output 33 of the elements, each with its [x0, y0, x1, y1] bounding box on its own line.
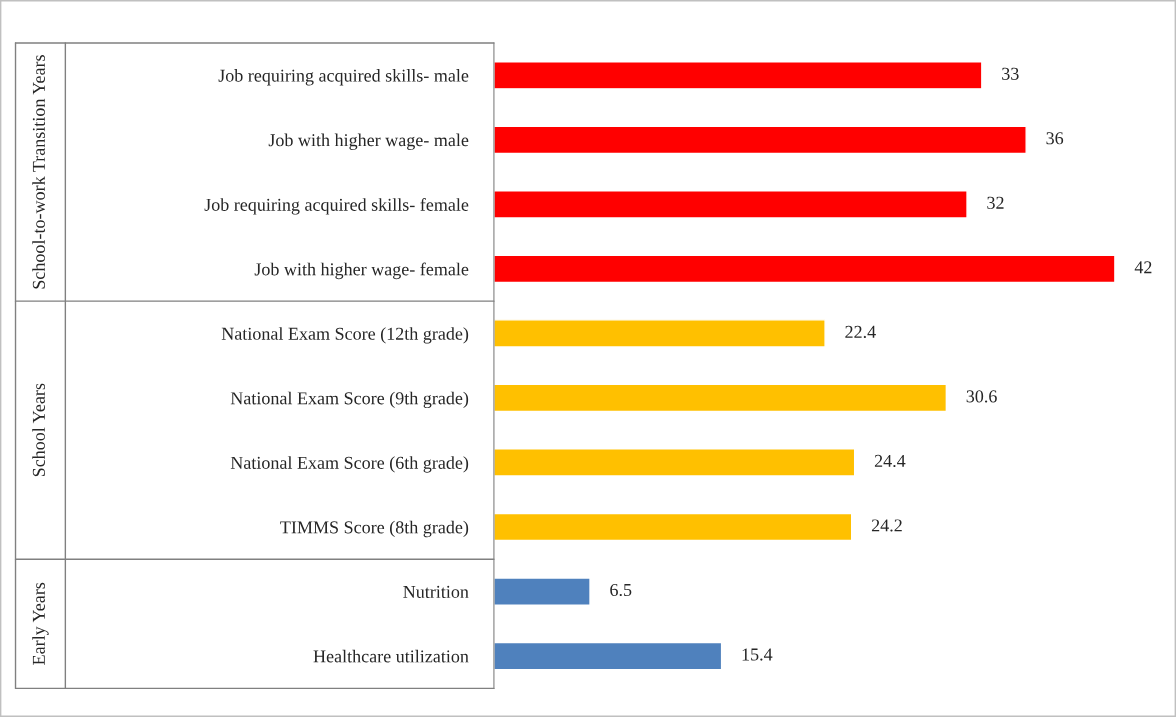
data-label: 36	[1046, 132, 1064, 145]
y-tick-label: National Exam Score (12th grade)	[221, 327, 469, 344]
data-label: 15.4	[742, 648, 773, 661]
y-tick-label: Job requiring acquired skills- male	[218, 69, 469, 86]
y-tick-label: National Exam Score (6th grade)	[230, 456, 469, 473]
bar	[493, 512, 853, 542]
y-tick-label: TIMMS Score (8th grade)	[280, 520, 469, 538]
y-tick-label: Nutrition	[403, 585, 469, 598]
bar	[493, 448, 856, 477]
bar	[493, 190, 968, 219]
bar	[493, 254, 1116, 284]
bar	[493, 577, 591, 606]
text: School Years	[32, 383, 45, 477]
data-label: 42	[1134, 261, 1152, 274]
data-label: 6.5	[610, 583, 632, 597]
y-tick-label: Job requiring acquired skills- female	[204, 197, 469, 215]
bar	[493, 383, 948, 413]
data-label: 32	[987, 196, 1004, 209]
y-tick-label: Healthcare utilization	[313, 649, 469, 663]
bar	[493, 641, 723, 671]
text: Early Years	[32, 582, 49, 665]
data-label: 24.2	[871, 519, 902, 532]
text: School-to-work Transition Years	[32, 55, 45, 289]
data-label: 22.4	[845, 325, 876, 338]
y-tick-label: Job with higher wage- female	[254, 262, 469, 280]
data-label: 33	[1002, 67, 1019, 80]
bar	[493, 125, 1027, 155]
y-tick-label: National Exam Score (9th grade)	[230, 391, 469, 409]
bar	[493, 61, 983, 90]
bar	[493, 319, 826, 348]
data-label: 30.6	[966, 390, 997, 403]
y-tick-label: Job with higher wage- male	[268, 133, 469, 150]
data-label: 24.4	[874, 454, 906, 468]
